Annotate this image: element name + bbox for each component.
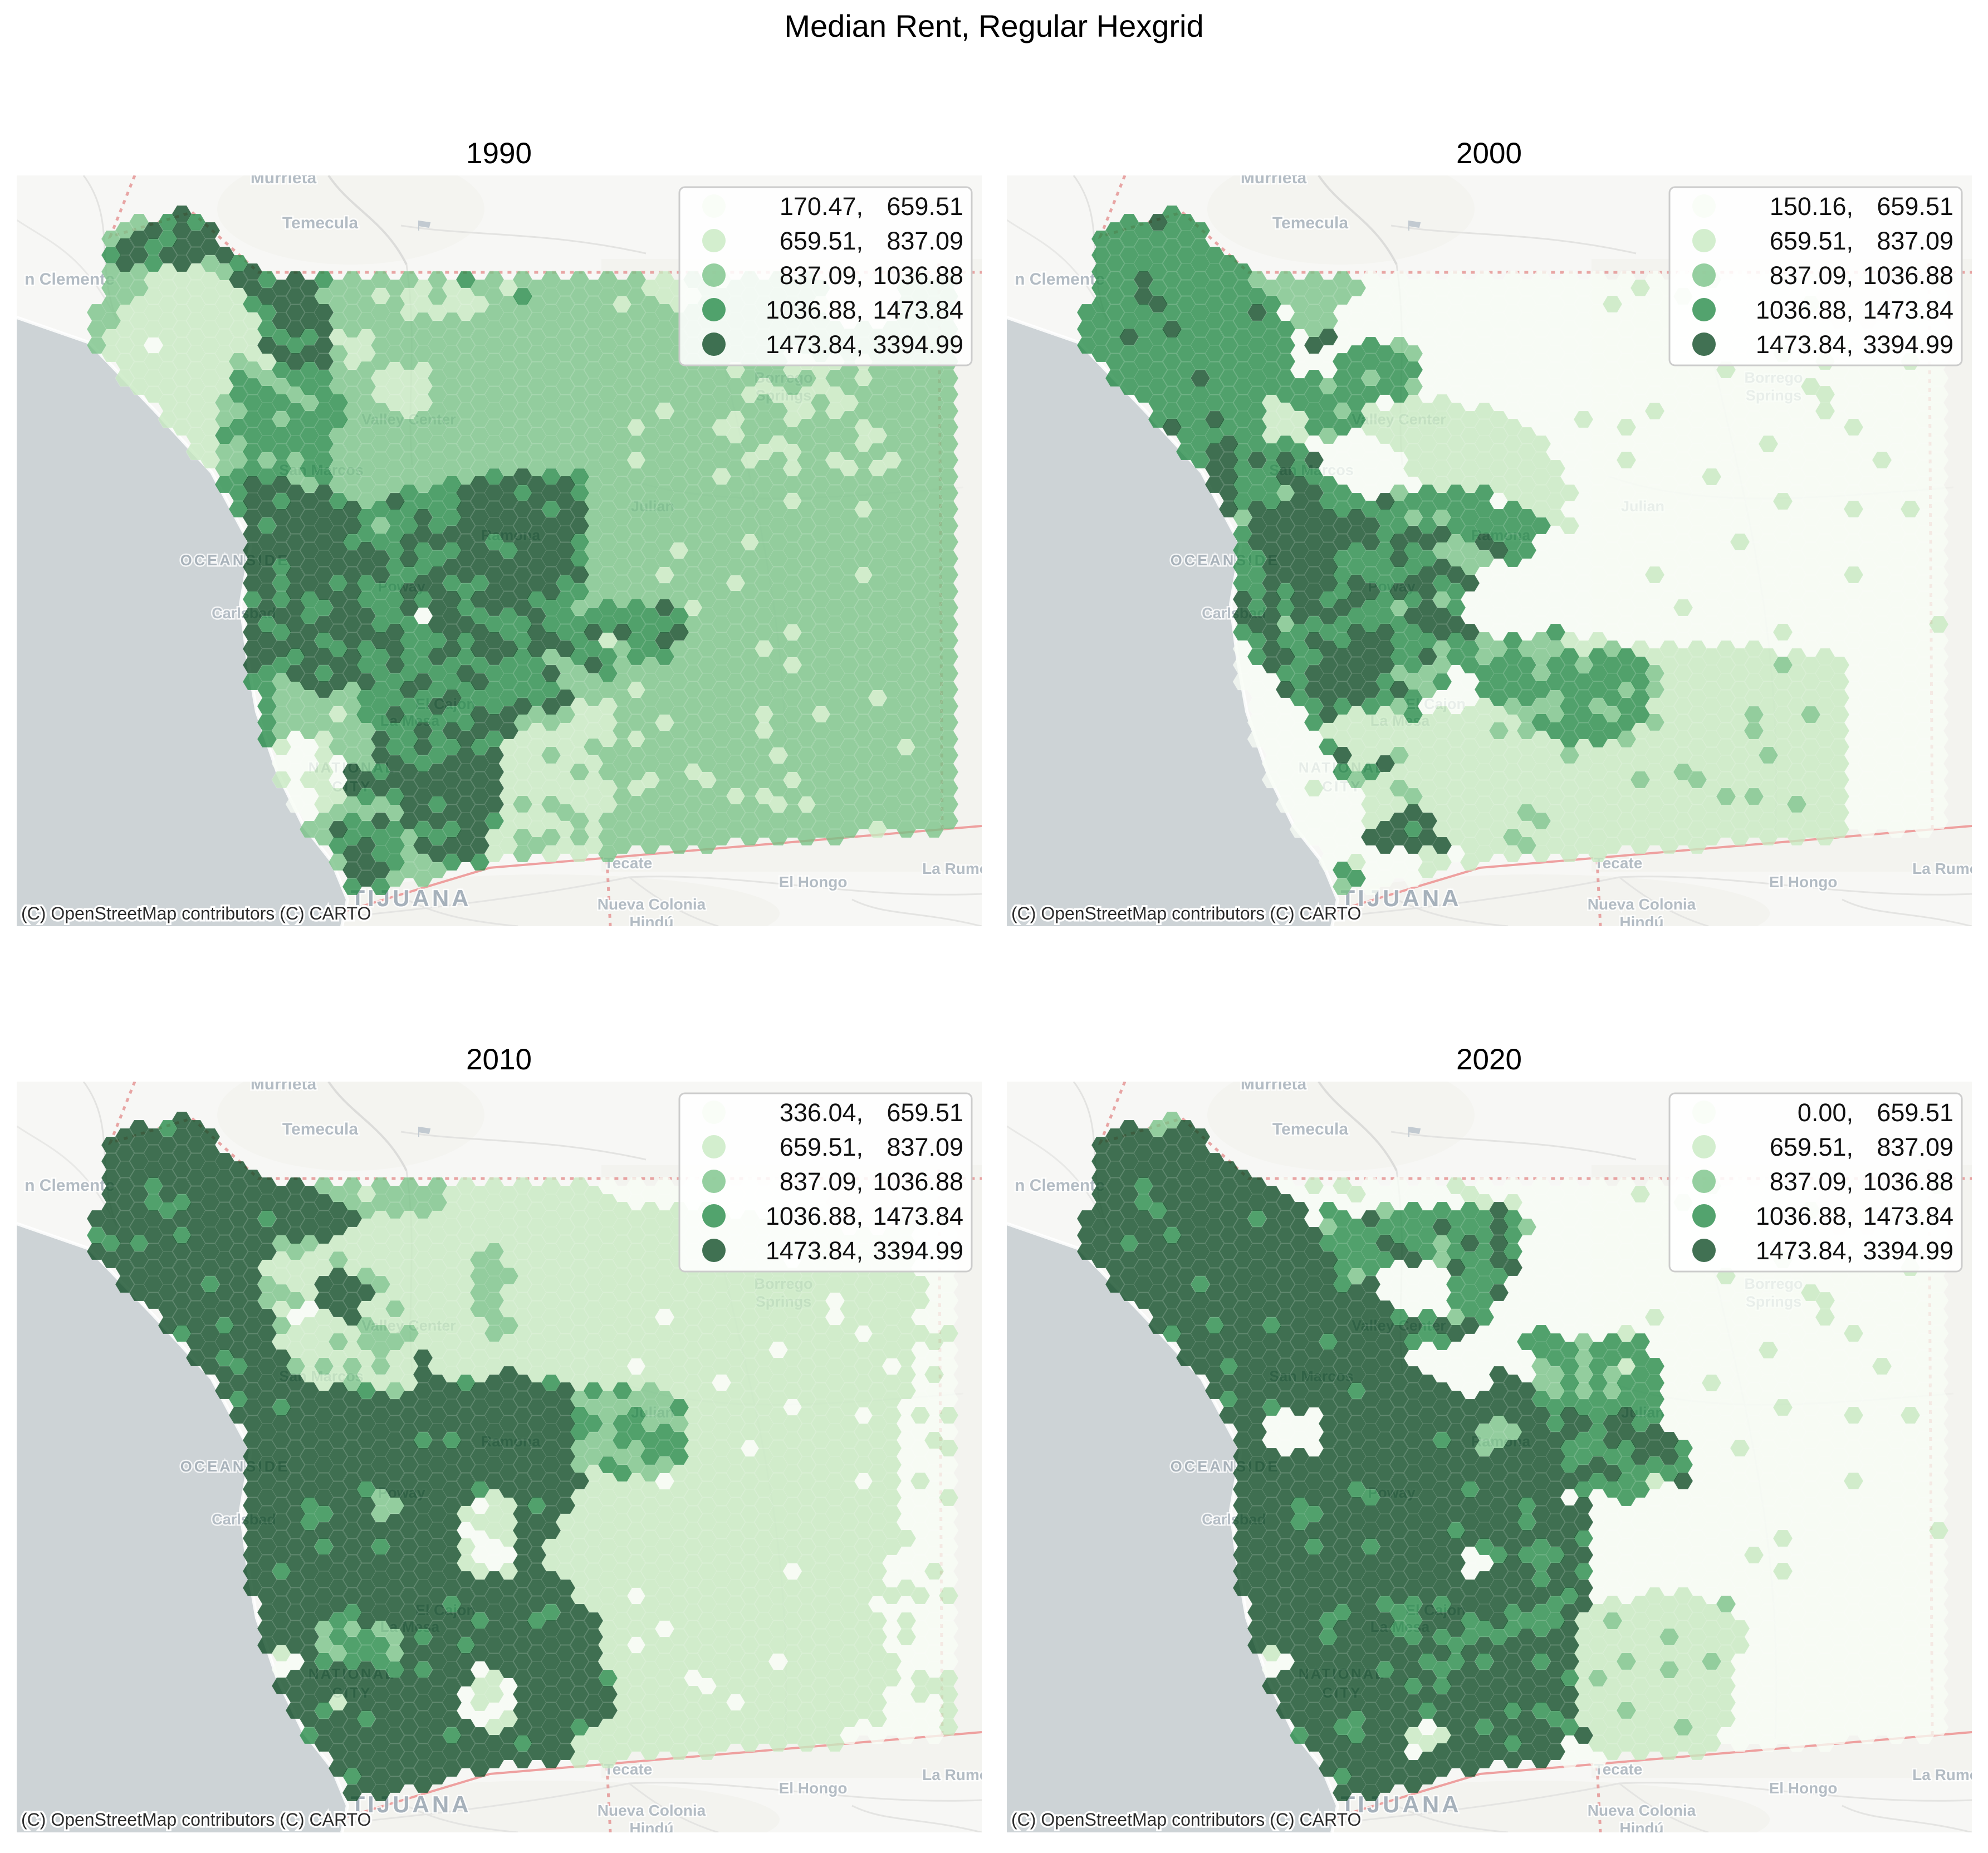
svg-text:837.09: 837.09 (887, 227, 963, 255)
svg-text:1036.88: 1036.88 (873, 261, 963, 290)
svg-text:0.00,: 0.00, (1798, 1098, 1853, 1127)
svg-text:659.51: 659.51 (887, 1098, 963, 1127)
svg-text:1036.88,: 1036.88, (1756, 1202, 1853, 1230)
svg-text:1036.88,: 1036.88, (766, 296, 863, 324)
svg-text:837.09,: 837.09, (780, 261, 863, 290)
svg-text:336.04,: 336.04, (780, 1098, 863, 1127)
svg-text:659.51,: 659.51, (1770, 227, 1853, 255)
svg-text:659.51: 659.51 (1877, 1098, 1953, 1127)
svg-text:1473.84: 1473.84 (1863, 296, 1953, 324)
svg-text:(C) OpenStreetMap contributors: (C) OpenStreetMap contributors (C) CARTO (1011, 903, 1361, 923)
svg-text:2000: 2000 (1456, 137, 1522, 170)
svg-text:659.51,: 659.51, (780, 227, 863, 255)
svg-text:3394.99: 3394.99 (1863, 330, 1953, 359)
svg-text:1473.84,: 1473.84, (766, 1236, 863, 1265)
svg-text:659.51: 659.51 (1877, 192, 1953, 221)
svg-text:170.47,: 170.47, (780, 192, 863, 221)
svg-text:837.09,: 837.09, (780, 1167, 863, 1196)
svg-text:2010: 2010 (466, 1043, 532, 1076)
svg-text:Median Rent, Regular Hexgrid: Median Rent, Regular Hexgrid (784, 8, 1203, 43)
svg-text:837.09,: 837.09, (1770, 261, 1853, 290)
svg-text:1036.88: 1036.88 (1863, 261, 1953, 290)
svg-text:1473.84,: 1473.84, (1756, 1236, 1853, 1265)
svg-text:1473.84: 1473.84 (1863, 1202, 1953, 1230)
svg-text:659.51,: 659.51, (1770, 1133, 1853, 1161)
svg-text:837.09: 837.09 (1877, 1133, 1953, 1161)
svg-text:837.09: 837.09 (887, 1133, 963, 1161)
svg-text:1990: 1990 (466, 137, 532, 170)
svg-text:1036.88: 1036.88 (1863, 1167, 1953, 1196)
svg-text:659.51,: 659.51, (780, 1133, 863, 1161)
svg-text:(C) OpenStreetMap contributors: (C) OpenStreetMap contributors (C) CARTO (1011, 1810, 1361, 1830)
svg-text:(C) OpenStreetMap contributors: (C) OpenStreetMap contributors (C) CARTO (21, 1810, 371, 1830)
svg-text:1036.88,: 1036.88, (1756, 296, 1853, 324)
svg-text:3394.99: 3394.99 (1863, 1236, 1953, 1265)
svg-text:837.09: 837.09 (1877, 227, 1953, 255)
svg-text:3394.99: 3394.99 (873, 330, 963, 359)
svg-text:1473.84: 1473.84 (873, 1202, 963, 1230)
svg-text:659.51: 659.51 (887, 192, 963, 221)
svg-text:2020: 2020 (1456, 1043, 1522, 1076)
svg-text:837.09,: 837.09, (1770, 1167, 1853, 1196)
svg-text:1036.88,: 1036.88, (766, 1202, 863, 1230)
svg-text:150.16,: 150.16, (1770, 192, 1853, 221)
svg-text:1473.84,: 1473.84, (1756, 330, 1853, 359)
svg-text:1036.88: 1036.88 (873, 1167, 963, 1196)
svg-text:1473.84: 1473.84 (873, 296, 963, 324)
svg-text:(C) OpenStreetMap contributors: (C) OpenStreetMap contributors (C) CARTO (21, 903, 371, 923)
svg-text:3394.99: 3394.99 (873, 1236, 963, 1265)
svg-text:1473.84,: 1473.84, (766, 330, 863, 359)
